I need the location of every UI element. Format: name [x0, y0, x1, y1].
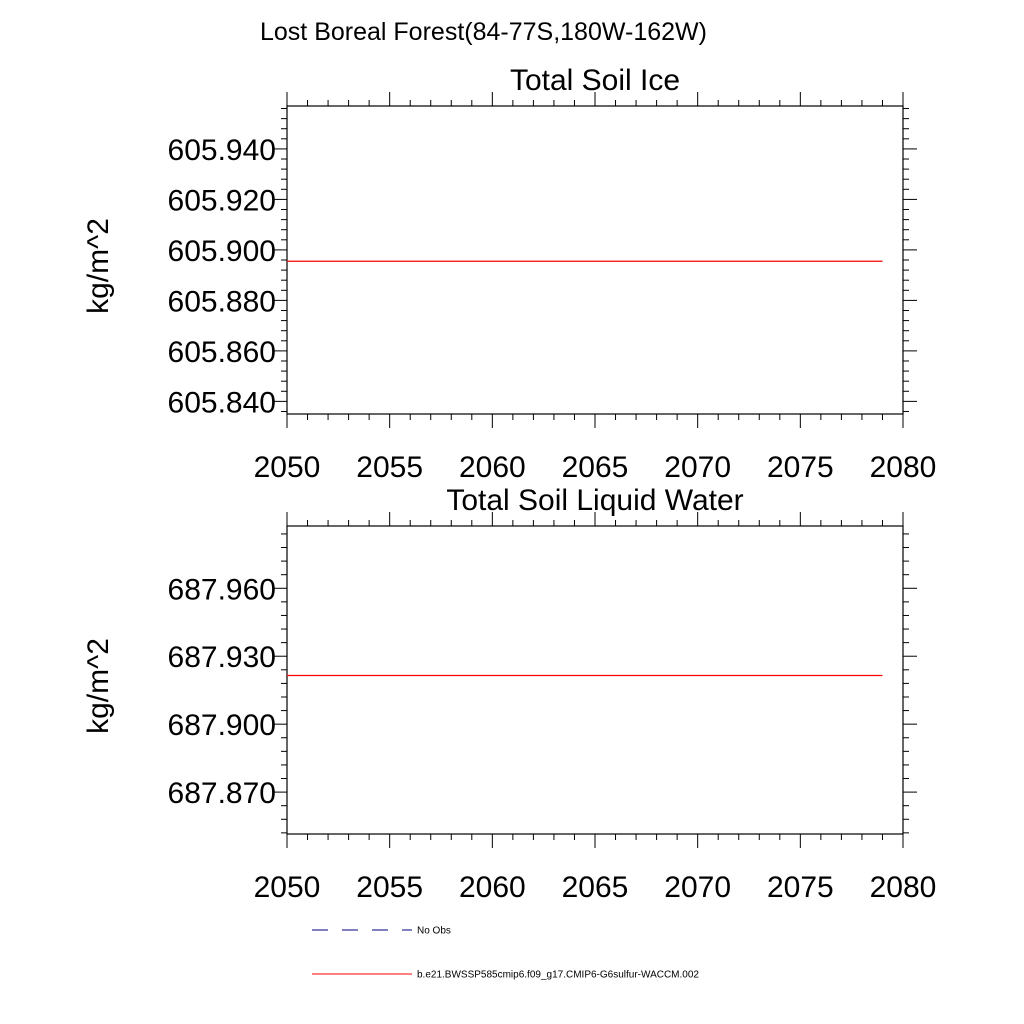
x-tick-label: 2060	[459, 451, 526, 484]
x-tick-label: 2050	[254, 451, 321, 484]
y-tick-label: 687.900	[168, 709, 276, 742]
legend-label-2: b.e21.BWSSP585cmip6.f09_g17.CMIP6-G6sulf…	[417, 970, 699, 981]
y-tick-label: 605.940	[168, 134, 276, 167]
panel-title: Total Soil Liquid Water	[446, 484, 743, 517]
x-tick-label: 2080	[870, 451, 937, 484]
x-tick-label: 2075	[767, 451, 834, 484]
x-tick-label: 2055	[356, 871, 423, 904]
x-tick-label: 2070	[664, 451, 731, 484]
y-tick-label: 687.960	[168, 573, 276, 606]
x-tick-label: 2080	[870, 871, 937, 904]
plot-frame	[286, 525, 904, 835]
panel-title: Total Soil Ice	[510, 64, 680, 97]
y-axis-label: kg/m^2	[82, 218, 115, 314]
legend: No Obs b.e21.BWSSP585cmip6.f09_g17.CMIP6-…	[312, 926, 699, 981]
y-tick-label: 605.840	[168, 386, 276, 419]
y-tick-label: 605.860	[168, 336, 276, 369]
panel-1: Total Soil Ice kg/m^2 2050 2055 2060 2065 2070…	[82, 64, 936, 484]
plot-frame	[286, 105, 904, 415]
x-tick-label: 2070	[664, 871, 731, 904]
y-tick-label: 605.920	[168, 184, 276, 217]
y-axis-label: kg/m^2	[82, 638, 115, 734]
x-tick-label: 2075	[767, 871, 834, 904]
y-tick-label: 687.870	[168, 777, 276, 810]
x-tick-label: 2055	[356, 451, 423, 484]
y-tick-label: 605.880	[168, 285, 276, 318]
y-tick-label: 605.900	[168, 235, 276, 268]
x-tick-label: 2065	[562, 871, 629, 904]
y-tick-label: 687.930	[168, 641, 276, 674]
figure-title-text: Lost Boreal Forest(84-77S,180W-162W)	[260, 18, 707, 46]
x-tick-label: 2065	[562, 451, 629, 484]
legend-label-1: No Obs	[417, 926, 451, 937]
x-tick-label: 2050	[254, 871, 321, 904]
panel-2: Total Soil Liquid Water kg/m^2 2050 2055 206…	[82, 484, 936, 904]
figure-title: Lost Boreal Forest(84-77S,180W-162W)	[0, 18, 1024, 47]
x-tick-label: 2060	[459, 871, 526, 904]
